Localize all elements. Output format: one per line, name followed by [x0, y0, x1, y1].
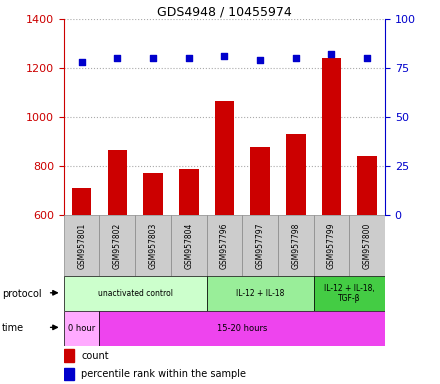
Bar	[250, 147, 270, 215]
Bar	[322, 58, 341, 215]
Text: time: time	[2, 323, 24, 333]
Bar	[99, 311, 385, 346]
Text: GSM957798: GSM957798	[291, 223, 300, 269]
Point	[292, 55, 299, 61]
Bar	[72, 188, 92, 215]
Text: protocol: protocol	[2, 289, 42, 299]
Point	[185, 55, 192, 61]
Text: GSM957799: GSM957799	[327, 222, 336, 269]
Point	[78, 59, 85, 65]
Text: GSM957800: GSM957800	[363, 223, 372, 269]
Bar	[99, 215, 135, 276]
Point	[114, 55, 121, 61]
Text: 0 hour: 0 hour	[68, 324, 95, 333]
Text: GSM957803: GSM957803	[149, 223, 158, 269]
Bar	[179, 169, 198, 215]
Bar	[349, 215, 385, 276]
Text: GSM957801: GSM957801	[77, 223, 86, 269]
Bar	[242, 215, 278, 276]
Bar	[64, 276, 206, 311]
Text: unactivated control: unactivated control	[98, 289, 172, 298]
Text: GSM957804: GSM957804	[184, 223, 193, 269]
Point	[328, 51, 335, 58]
Bar	[278, 215, 314, 276]
Text: 15-20 hours: 15-20 hours	[217, 324, 268, 333]
Point	[221, 53, 228, 60]
Text: IL-12 + IL-18: IL-12 + IL-18	[236, 289, 284, 298]
Title: GDS4948 / 10455974: GDS4948 / 10455974	[157, 5, 292, 18]
Bar	[64, 368, 74, 380]
Bar	[357, 156, 377, 215]
Bar	[64, 349, 74, 362]
Bar	[107, 150, 127, 215]
Bar	[171, 215, 206, 276]
Bar	[143, 174, 163, 215]
Bar	[206, 276, 314, 311]
Bar	[206, 215, 242, 276]
Bar	[64, 311, 99, 346]
Text: count: count	[81, 351, 109, 361]
Text: IL-12 + IL-18,
TGF-β: IL-12 + IL-18, TGF-β	[324, 284, 375, 303]
Text: GSM957796: GSM957796	[220, 222, 229, 269]
Bar	[286, 134, 306, 215]
Text: GSM957797: GSM957797	[256, 222, 264, 269]
Bar	[314, 215, 349, 276]
Bar	[215, 101, 234, 215]
Point	[257, 57, 264, 63]
Point	[363, 55, 370, 61]
Bar	[135, 215, 171, 276]
Text: GSM957802: GSM957802	[113, 223, 122, 269]
Point	[150, 55, 157, 61]
Bar	[314, 276, 385, 311]
Text: percentile rank within the sample: percentile rank within the sample	[81, 369, 246, 379]
Bar	[64, 215, 99, 276]
